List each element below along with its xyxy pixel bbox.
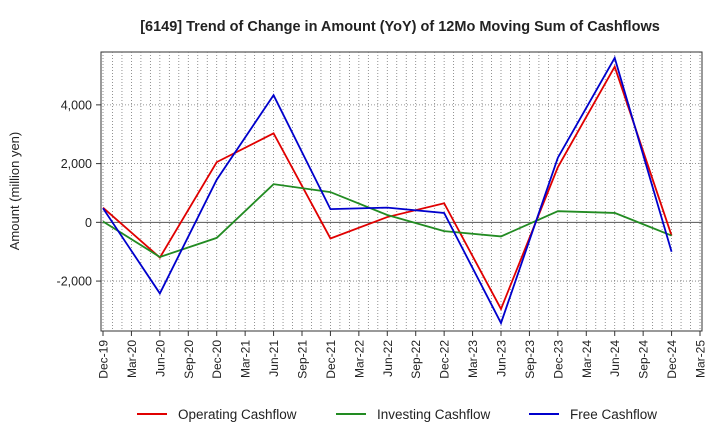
x-tick-label: Mar-25: [694, 340, 708, 378]
axes: -2,000 0 2,000 4,000 Dec-19 Mar-20 Jun-20 Sep-2…: [57, 98, 708, 378]
legend-label: Investing Cashflow: [377, 407, 491, 422]
x-tick-label: Sep-23: [523, 340, 537, 379]
x-tick-label: Dec-21: [324, 340, 338, 379]
x-tick-label: Dec-23: [551, 340, 565, 379]
grid-lines: [100, 51, 703, 332]
legend: Operating Cashflow Investing Cashflow Free…: [137, 407, 657, 422]
x-tick-label: Sep-24: [637, 340, 651, 379]
x-tick-label: Dec-22: [438, 340, 452, 379]
x-tick-label: Mar-21: [239, 340, 253, 378]
x-tick-label: Dec-20: [210, 340, 224, 379]
legend-label: Free Cashflow: [570, 407, 657, 422]
y-tick-label: -2,000: [57, 275, 92, 289]
x-tick-label: Dec-24: [665, 340, 679, 379]
series-line-investing-cashflow: [102, 183, 672, 258]
series-line-free-cashflow: [102, 55, 673, 326]
y-tick-label: 4,000: [61, 98, 92, 112]
y-tick-label: 0: [85, 216, 92, 230]
series-lines: [102, 55, 673, 326]
x-tick-label: Jun-20: [153, 340, 167, 377]
x-tick-label: Sep-22: [409, 340, 423, 379]
x-tick-label: Mar-22: [352, 340, 366, 378]
x-tick-label: Jun-21: [267, 340, 281, 377]
x-tick-label: Jun-23: [495, 340, 509, 377]
x-tick-label: Dec-19: [97, 340, 111, 379]
x-tick-label: Jun-24: [608, 340, 622, 377]
legend-label: Operating Cashflow: [178, 407, 297, 422]
x-tick-label: Mar-24: [580, 340, 594, 378]
y-tick-label: 2,000: [61, 157, 92, 171]
x-tick-label: Sep-20: [182, 340, 196, 379]
x-tick-label: Jun-22: [381, 340, 395, 377]
y-axis-label: Amount (million yen): [7, 132, 22, 251]
chart-title: [6149] Trend of Change in Amount (YoY) o…: [140, 19, 660, 35]
x-tick-label: Sep-21: [296, 340, 310, 379]
x-tick-label: Mar-23: [466, 340, 480, 378]
series-line-operating-cashflow: [102, 64, 673, 312]
x-tick-label: Mar-20: [125, 340, 139, 378]
plot-area: [100, 51, 703, 332]
